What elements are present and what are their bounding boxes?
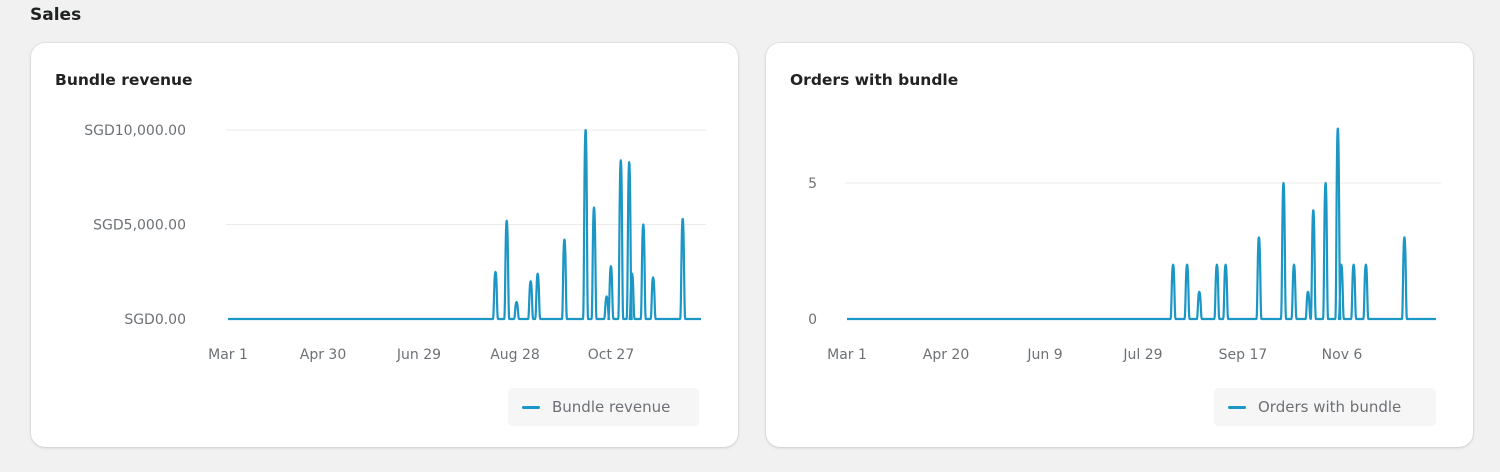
x-tick-label: Jun 29 [396,347,441,363]
orders-with-bundle-card: Orders with bundle 0 5 Mar 1 Apr 20 Jun 9 Jul… [766,43,1473,447]
x-tick-label: Jul 29 [1122,347,1162,363]
legend-label: Bundle revenue [552,398,671,416]
y-tick-label: SGD5,000.00 [93,218,186,234]
x-tick-label: Mar 1 [208,347,248,363]
legend-item-bundle-revenue[interactable]: Bundle revenue [508,388,699,426]
y-tick-label: SGD10,000.00 [84,123,186,139]
y-tick-label: SGD0.00 [124,312,186,328]
series-line [228,128,701,321]
x-tick-label: Sep 17 [1219,347,1268,363]
series-line [847,127,1436,321]
x-tick-label: Oct 27 [588,347,634,363]
x-tick-label: Nov 6 [1322,347,1363,363]
legend-swatch-icon [1228,405,1246,409]
legend-item-orders-with-bundle[interactable]: Orders with bundle [1214,388,1436,426]
section-title: Sales [30,5,82,25]
bundle-revenue-chart: SGD0.00 SGD5,000.00 SGD10,000.00 Mar 1 Apr 3… [84,123,706,363]
card-title: Orders with bundle [790,71,959,89]
x-tick-label: Jun 9 [1026,347,1062,363]
x-tick-label: Apr 30 [300,347,346,363]
x-tick-label: Mar 1 [827,347,867,363]
card-title: Bundle revenue [55,71,193,89]
y-tick-label: 0 [808,312,817,328]
bundle-revenue-card: Bundle revenue SGD0.00 SGD5,000.00 SGD10,0… [31,43,738,447]
legend-swatch-icon [522,405,540,409]
x-tick-label: Apr 20 [923,347,969,363]
x-tick-label: Aug 28 [490,347,540,363]
legend-label: Orders with bundle [1258,398,1402,416]
orders-with-bundle-chart: 0 5 Mar 1 Apr 20 Jun 9 Jul 29 Sep 17 Nov 6 [808,127,1441,363]
y-tick-label: 5 [808,176,817,192]
